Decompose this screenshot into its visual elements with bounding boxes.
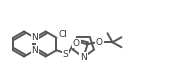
Text: Cl: Cl [58, 30, 67, 39]
Text: S: S [63, 50, 68, 59]
Text: O: O [73, 39, 80, 48]
Text: O: O [96, 38, 103, 47]
Text: N: N [32, 46, 38, 55]
Text: N: N [80, 53, 87, 62]
Text: N: N [32, 33, 38, 42]
